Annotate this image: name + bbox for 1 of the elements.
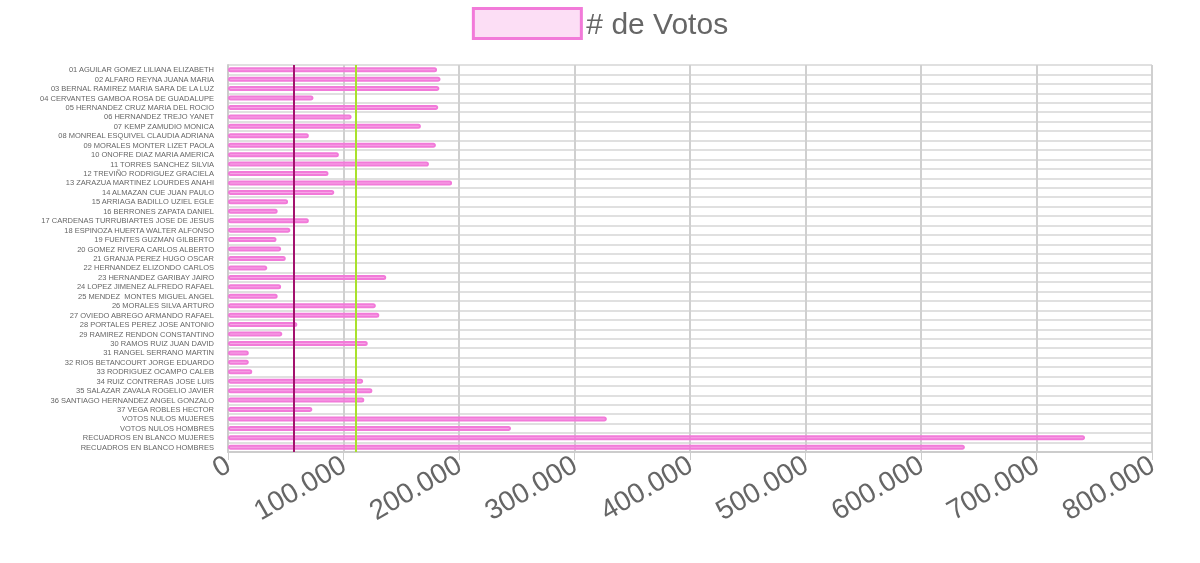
legend-label: # de Votos xyxy=(586,7,729,40)
